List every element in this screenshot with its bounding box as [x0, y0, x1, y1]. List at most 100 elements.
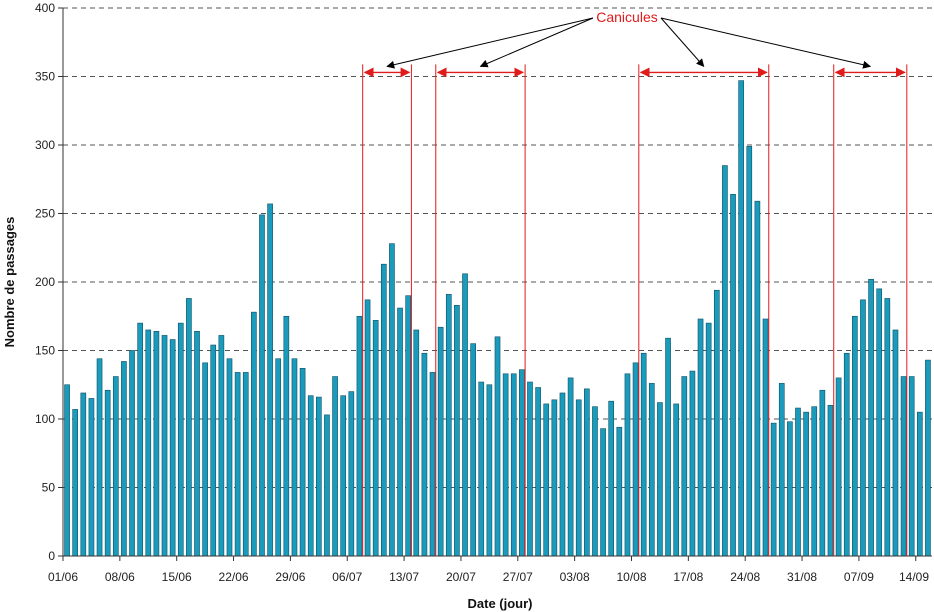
bar — [519, 369, 525, 557]
bar — [762, 318, 769, 557]
bar — [908, 376, 915, 557]
bar — [88, 398, 95, 557]
bar — [202, 362, 208, 557]
bar — [916, 411, 923, 557]
bar — [632, 362, 639, 557]
bar — [705, 322, 712, 557]
bar — [697, 318, 704, 557]
x-axis-ticks: 01/06 08/06 15/06 22/06 29/06 06/07 13/07 20/07… — [48, 556, 929, 584]
bar — [405, 295, 411, 557]
bar — [307, 395, 314, 557]
bar — [787, 421, 793, 557]
bar — [299, 368, 306, 557]
y-tick-label: 150 — [35, 344, 55, 358]
bar — [665, 337, 671, 557]
x-tick-label: 06/07 — [332, 570, 362, 584]
bar — [795, 407, 801, 557]
heatwave-annotations: Canicules — [362, 9, 908, 556]
bar — [575, 399, 582, 557]
bar — [738, 80, 744, 557]
bar — [559, 392, 566, 557]
bar — [380, 263, 387, 557]
x-tick-label: 15/06 — [162, 570, 192, 584]
bar — [64, 384, 70, 557]
bar — [616, 426, 623, 557]
bar — [535, 387, 541, 557]
bar — [186, 298, 192, 557]
bar — [494, 336, 501, 557]
x-tick-label: 22/06 — [219, 570, 249, 584]
bar — [454, 304, 460, 557]
bar — [608, 400, 615, 557]
annotation-label: Canicules — [596, 9, 657, 25]
bar — [226, 358, 233, 557]
x-tick-label: 20/07 — [446, 570, 476, 584]
bar — [372, 320, 379, 557]
x-tick-label: 29/06 — [275, 570, 305, 584]
bar — [283, 315, 290, 557]
bar — [811, 406, 818, 557]
bar — [584, 388, 590, 557]
bar — [648, 383, 655, 557]
bar — [340, 395, 347, 557]
x-tick-label: 14/09 — [899, 570, 929, 584]
bar-series — [64, 80, 931, 557]
bar — [104, 389, 111, 557]
bar — [600, 428, 606, 557]
bar — [827, 404, 834, 557]
bar — [551, 399, 558, 557]
bar — [746, 146, 753, 557]
bar — [267, 203, 273, 557]
bar — [275, 358, 282, 557]
bar — [169, 339, 176, 557]
bar — [194, 331, 200, 557]
y-tick-label: 100 — [35, 412, 55, 426]
x-tick-label: 01/06 — [48, 570, 78, 584]
bar — [527, 381, 533, 557]
y-tick-label: 400 — [35, 1, 55, 15]
bar — [689, 370, 696, 557]
bar — [210, 344, 217, 557]
y-tick-label: 250 — [35, 207, 55, 221]
bar — [364, 299, 371, 557]
annotation-pointer — [386, 17, 594, 69]
bar — [486, 384, 493, 557]
bar — [624, 373, 631, 557]
bar — [161, 335, 168, 557]
y-tick-label: 0 — [48, 549, 55, 563]
bar — [852, 315, 858, 557]
bar — [348, 391, 355, 557]
bar — [72, 409, 79, 557]
bar — [510, 373, 517, 557]
bar — [900, 376, 907, 557]
bar — [673, 403, 679, 557]
bar — [592, 406, 598, 557]
x-tick-label: 03/08 — [560, 570, 590, 584]
bar — [657, 402, 663, 557]
y-axis-title: Nombre de passages — [2, 217, 17, 348]
bar — [640, 352, 647, 557]
bar — [462, 273, 468, 557]
annotation-pointer — [660, 17, 705, 67]
bar — [291, 358, 298, 557]
bar — [884, 298, 891, 557]
bar — [478, 381, 485, 557]
bar — [129, 350, 135, 557]
bar — [145, 329, 152, 557]
x-tick-label: 13/07 — [389, 570, 419, 584]
bar — [332, 376, 338, 557]
bar — [153, 331, 160, 557]
bar — [218, 335, 225, 557]
bar — [876, 288, 883, 557]
y-tick-label: 350 — [35, 70, 55, 84]
bar — [413, 329, 420, 557]
x-tick-label: 31/08 — [787, 570, 817, 584]
bar — [925, 359, 931, 557]
x-tick-label: 27/07 — [503, 570, 533, 584]
bar — [121, 361, 127, 557]
y-tick-label: 300 — [35, 138, 55, 152]
annotation-pointer — [660, 17, 872, 69]
y-tick-label: 50 — [42, 481, 56, 495]
bar — [835, 377, 842, 557]
bar — [80, 392, 87, 557]
